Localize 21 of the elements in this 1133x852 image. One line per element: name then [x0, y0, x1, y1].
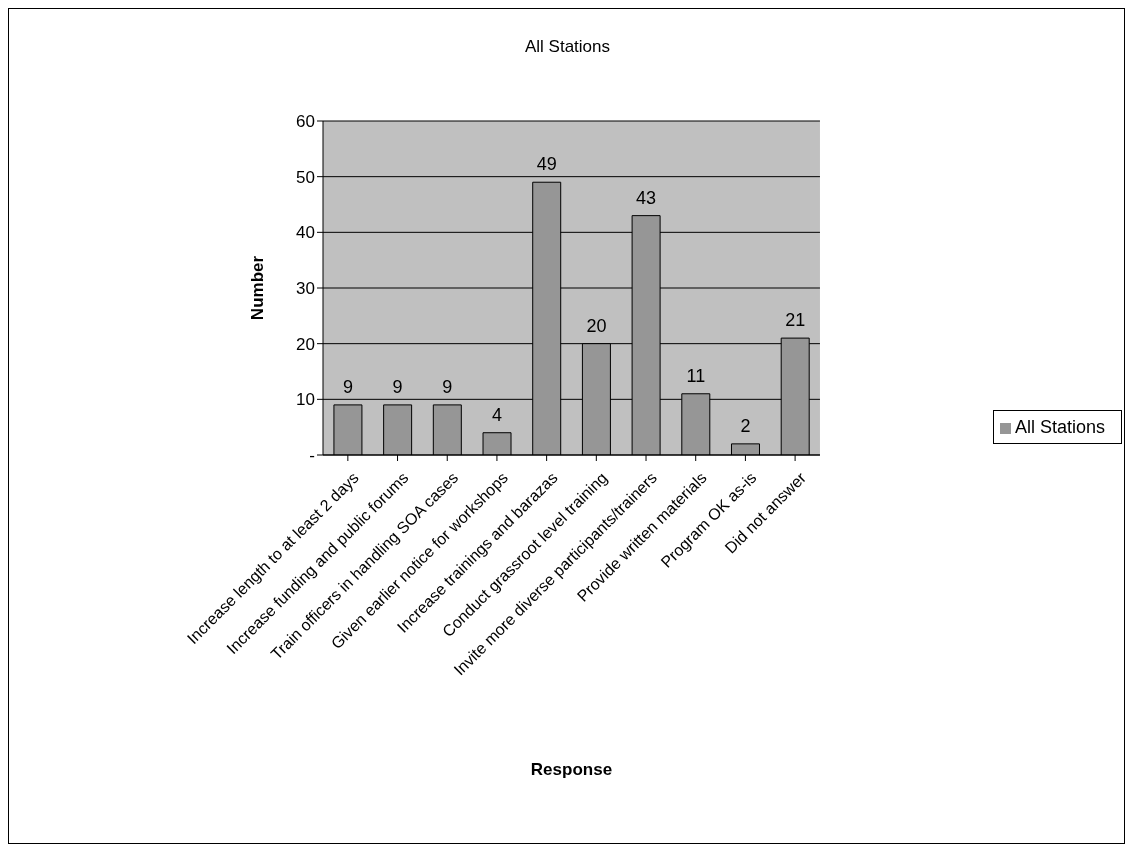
- y-tick-label: -: [309, 446, 315, 466]
- data-label: 9: [392, 376, 403, 397]
- y-tick-label: 30: [296, 279, 315, 299]
- y-tick-label: 40: [296, 223, 315, 243]
- data-label: 9: [342, 376, 353, 397]
- data-label: 43: [636, 187, 657, 208]
- y-tick-label: 20: [296, 334, 315, 354]
- data-label: 9: [442, 376, 453, 397]
- legend-label: All Stations: [1014, 417, 1105, 437]
- y-tick-label: 60: [296, 112, 315, 132]
- chart-title: All Stations: [523, 37, 611, 57]
- data-label: 20: [586, 315, 607, 336]
- data-label: 21: [785, 310, 806, 331]
- data-label: 49: [536, 154, 557, 175]
- data-label: 4: [492, 404, 503, 425]
- y-axis-title: Number: [248, 255, 268, 321]
- y-tick-label: 10: [296, 390, 315, 410]
- data-label: 11: [686, 365, 706, 386]
- x-axis-title: Response: [530, 760, 613, 779]
- data-label: 2: [740, 415, 751, 436]
- y-tick-label: 50: [296, 167, 315, 187]
